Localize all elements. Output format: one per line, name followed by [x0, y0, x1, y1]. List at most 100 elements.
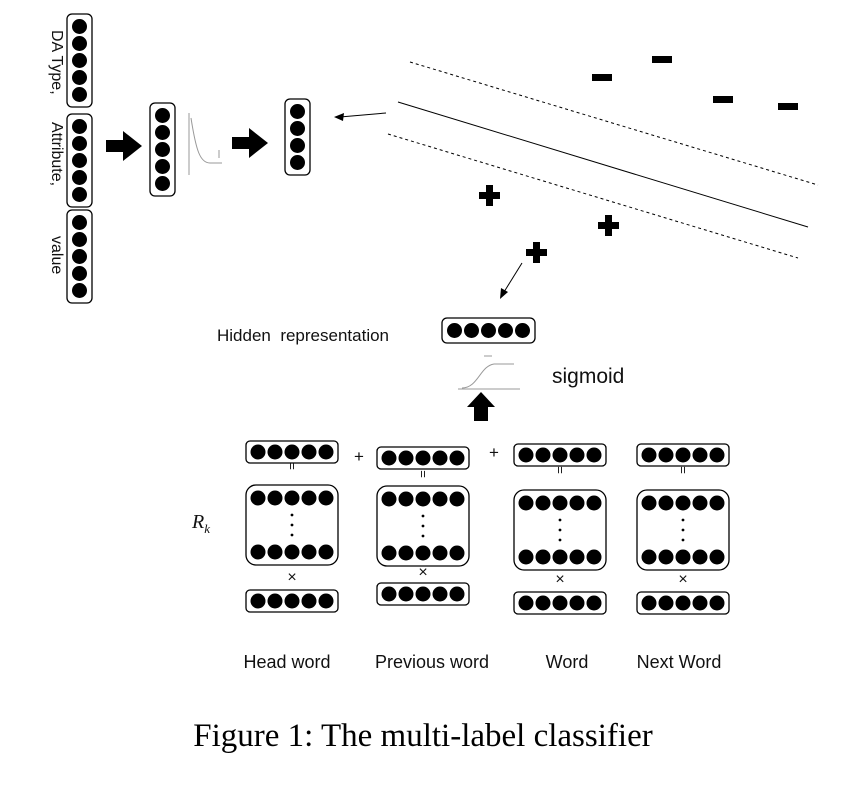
neuron-dot: [72, 187, 87, 202]
neuron-dot: [72, 87, 87, 102]
vector-frame: [245, 589, 339, 613]
arrow-to-vector-icon: [334, 112, 387, 121]
negative-examples: [592, 56, 798, 110]
vector-frame: [376, 446, 470, 470]
neuron-dot: [381, 491, 397, 507]
neuron-dot: [569, 447, 585, 463]
times-operator: ×: [287, 569, 296, 586]
da-type-vector: [66, 13, 93, 108]
neuron-dot: [692, 495, 708, 511]
neuron-dot: [72, 136, 87, 151]
ellipsis-dot: [681, 518, 685, 522]
sigmoid-plot-icon: [458, 355, 520, 390]
neuron-dot: [72, 119, 87, 134]
neuron-dot: [415, 491, 431, 507]
matrix-frame: [513, 489, 607, 571]
matrix-frame: [245, 484, 339, 566]
neuron-dot: [709, 447, 725, 463]
minus-icon: [592, 74, 612, 81]
word-vector: [245, 440, 339, 464]
plus-operator-2: +: [489, 443, 499, 462]
value-label: value: [48, 236, 65, 274]
neuron-dot: [586, 495, 602, 511]
neuron-dot: [449, 545, 465, 561]
neuron-dot: [398, 491, 414, 507]
plus-icon: [526, 242, 547, 263]
ellipsis-dot: [290, 513, 294, 517]
word-vector: [513, 591, 607, 615]
neuron-dot: [301, 444, 317, 460]
neuron-dot: [290, 121, 305, 136]
neuron-dot: [415, 586, 431, 602]
activation-plot-icon: [188, 113, 222, 175]
big-arrow-right-icon: [106, 131, 142, 161]
neuron-dot: [641, 595, 657, 611]
neuron-dot: [381, 450, 397, 466]
neuron-dot: [586, 447, 602, 463]
vector-frame: [66, 209, 93, 304]
input-vectors: DA Type, Attribute, value: [48, 13, 93, 304]
neuron-dot: [518, 549, 534, 565]
word-vector: [513, 443, 607, 467]
neuron-dot: [449, 586, 465, 602]
da-type-label: DA Type,: [48, 30, 65, 95]
word-vector: [245, 589, 339, 613]
neuron-dot: [552, 595, 568, 611]
positive-examples: [479, 185, 619, 263]
times-operator: ×: [678, 571, 687, 588]
neuron-dot: [447, 323, 462, 338]
minus-icon: [713, 96, 733, 103]
column-next-word: = × Next Word: [636, 443, 730, 672]
vector-frame: [66, 13, 93, 108]
neuron-dot: [301, 544, 317, 560]
column-head-word: = × Head word: [243, 440, 339, 672]
neuron-dot: [72, 215, 87, 230]
svm-separator: [387, 61, 819, 259]
neuron-dot: [72, 170, 87, 185]
matrix-frame: [636, 489, 730, 571]
neuron-dot: [318, 544, 334, 560]
neuron-dot: [692, 595, 708, 611]
neuron-dot: [535, 495, 551, 511]
neuron-dot: [250, 593, 266, 609]
column-label: Head word: [243, 652, 330, 672]
rk-matrix: [636, 489, 730, 571]
neuron-dot: [72, 232, 87, 247]
neuron-dot: [675, 447, 691, 463]
neuron-dot: [318, 444, 334, 460]
neuron-dot: [515, 323, 530, 338]
neuron-dot: [301, 490, 317, 506]
minus-icon: [778, 103, 798, 110]
neuron-dot: [692, 549, 708, 565]
attribute-vector: [66, 113, 93, 208]
neuron-dot: [267, 544, 283, 560]
neuron-dot: [449, 450, 465, 466]
big-arrow-up-icon: [467, 392, 495, 421]
neuron-dot: [415, 450, 431, 466]
vector-frame: [441, 317, 536, 344]
neuron-dot: [641, 549, 657, 565]
attribute-label: Attribute,: [48, 122, 65, 186]
neuron-dot: [658, 495, 674, 511]
neuron-dot: [535, 549, 551, 565]
neuron-dot: [267, 593, 283, 609]
neuron-dot: [250, 490, 266, 506]
neuron-dot: [518, 495, 534, 511]
neuron-dot: [552, 495, 568, 511]
ellipsis-dot: [558, 518, 562, 522]
hidden-vector-2: [284, 98, 311, 176]
neuron-dot: [284, 544, 300, 560]
neuron-dot: [675, 495, 691, 511]
neuron-dot: [381, 545, 397, 561]
neuron-dot: [415, 545, 431, 561]
neuron-dot: [675, 549, 691, 565]
neuron-dot: [284, 444, 300, 460]
vector-frame: [245, 440, 339, 464]
neuron-dot: [709, 495, 725, 511]
neuron-dot: [709, 595, 725, 611]
ellipsis-dot: [290, 533, 294, 537]
hidden-vector-1: [149, 102, 176, 197]
figure-caption: Figure 1: The multi-label classifier: [193, 718, 653, 754]
